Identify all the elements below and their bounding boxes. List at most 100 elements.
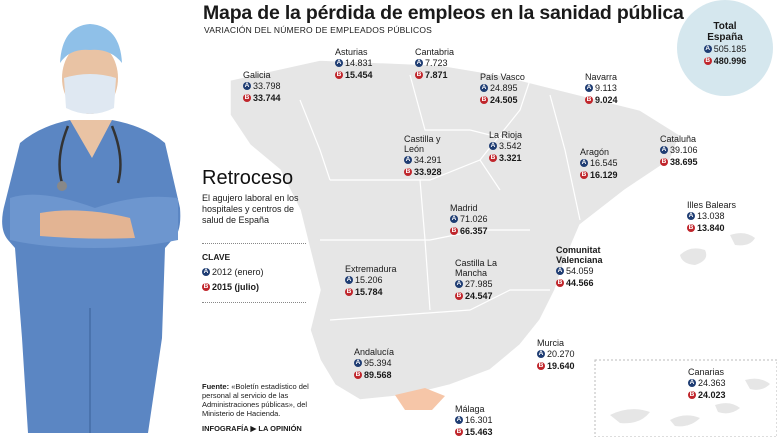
value-2015: 15.454	[345, 70, 373, 80]
badge-b-icon: B	[354, 371, 362, 379]
value-2012: 71.026	[460, 214, 488, 224]
legend-item-a: A 2012 (enero)	[202, 266, 264, 278]
badge-a-icon: A	[585, 84, 593, 92]
region-name: Navarra	[585, 72, 618, 82]
value-2015: 66.357	[460, 226, 488, 236]
badge-a-icon: A	[688, 379, 696, 387]
badge-b-icon: B	[202, 283, 210, 291]
value-2015: 24.547	[465, 291, 493, 301]
value-2015: 7.871	[425, 70, 448, 80]
badge-b-icon: B	[404, 168, 412, 176]
region-navarra: Navarra A 9.113 B 9.024	[585, 72, 618, 106]
value-2012: 15.206	[355, 275, 383, 285]
value-2012: 13.038	[697, 211, 725, 221]
value-2012: 7.723	[425, 58, 448, 68]
total-label-line2: España	[707, 32, 743, 43]
badge-b-icon: B	[585, 96, 593, 104]
total-label-line1: Total	[713, 21, 737, 32]
region-la-rioja: La Rioja A 3.542 B 3.321	[489, 130, 522, 164]
value-2012: 9.113	[595, 83, 617, 93]
value-2015: 15.784	[355, 287, 383, 297]
value-2012: 24.895	[490, 83, 518, 93]
value-2012: 33.798	[253, 81, 281, 91]
value-2012: 39.106	[670, 145, 698, 155]
badge-b-icon: B	[687, 224, 695, 232]
badge-a-icon: A	[345, 276, 353, 284]
badge-a-icon: A	[489, 142, 497, 150]
badge-a-icon: A	[703, 45, 712, 53]
badge-a-icon: A	[455, 416, 463, 424]
badge-a-icon: A	[404, 156, 412, 164]
value-2015: 33.744	[253, 93, 281, 103]
badge-b-icon: B	[556, 279, 564, 287]
badge-a-icon: A	[450, 215, 458, 223]
badge-a-icon: A	[455, 280, 463, 288]
value-2012: 14.831	[345, 58, 373, 68]
region-name: Castilla La Mancha	[455, 258, 498, 278]
badge-b-icon: B	[455, 292, 463, 300]
badge-b-icon: B	[580, 171, 588, 179]
region-asturias: Asturias A 14.831 B 15.454	[335, 47, 373, 81]
region-extremadura: Extremadura A 15.206 B 15.784	[345, 264, 397, 298]
value-2015: 44.566	[566, 278, 594, 288]
credit-name: LA OPINIÓN	[258, 424, 302, 433]
region-name: Aragón	[580, 147, 610, 157]
badge-b-icon: B	[415, 71, 423, 79]
section-heading: Retroceso	[202, 167, 294, 189]
source-note: Fuente: «Boletín estadístico del persona…	[202, 382, 314, 418]
region-name: Asturias	[335, 47, 368, 57]
value-2015: 33.928	[414, 167, 442, 177]
region-andalucia: Andalucía A 95.394 B 89.568	[354, 347, 394, 381]
region-name: Illes Balears	[687, 200, 737, 210]
legend-label-b: 2015 (julio)	[212, 282, 260, 292]
region-malaga: Málaga A 16.301 B 15.463	[455, 404, 493, 438]
badge-b-icon: B	[243, 94, 251, 102]
value-2012: 27.985	[465, 279, 493, 289]
source-text: «Boletín estadístico del personal al ser…	[202, 382, 309, 418]
value-2015: 13.840	[697, 223, 725, 233]
value-2015: 16.129	[590, 170, 618, 180]
region-name: Canarias	[688, 367, 725, 377]
region-name: Extremadura	[345, 264, 397, 274]
badge-a-icon: A	[202, 268, 210, 276]
section-description: El agujero laboral en los hospitales y c…	[202, 193, 299, 225]
region-pais-vasco: País Vasco A 24.895 B 24.505	[480, 72, 525, 106]
region-name: Cantabria	[415, 47, 455, 57]
badge-a-icon: A	[580, 159, 588, 167]
value-2012: 24.363	[698, 378, 726, 388]
region-cantabria: Cantabria A 7.723 B 7.871	[415, 47, 454, 81]
infographic-credit: INFOGRAFÍA ▶ LA OPINIÓN	[202, 424, 302, 433]
region-galicia: Galicia A 33.798 B 33.744	[243, 70, 281, 104]
value-2015: 9.024	[595, 95, 618, 105]
value-2012: 16.301	[465, 415, 493, 425]
region-castilla-leon: Castilla y León A 34.291 B 33.928	[404, 134, 454, 178]
region-name: Madrid	[450, 203, 478, 213]
region-comunitat-valenciana: Comunitat Valenciana A 54.059 B 44.566	[556, 245, 616, 289]
value-2015: 19.640	[547, 361, 575, 371]
value-2015: 89.568	[364, 370, 392, 380]
source-label: Fuente:	[202, 382, 230, 391]
region-madrid: Madrid A 71.026 B 66.357	[450, 203, 488, 237]
badge-a-icon: A	[415, 59, 423, 67]
value-2012: 20.270	[547, 349, 575, 359]
badge-a-icon: A	[335, 59, 343, 67]
value-2012: 34.291	[414, 155, 442, 165]
value-2012: 3.542	[499, 141, 522, 151]
region-name: Murcia	[537, 338, 565, 348]
badge-a-icon: A	[537, 350, 545, 358]
play-arrow-icon: ▶	[250, 424, 257, 433]
region-cataluna: Cataluña A 39.106 B 38.695	[660, 134, 698, 168]
value-2015: 24.505	[490, 95, 518, 105]
badge-a-icon: A	[243, 82, 251, 90]
region-name: Málaga	[455, 404, 485, 414]
badge-a-icon: A	[354, 359, 362, 367]
badge-b-icon: B	[455, 428, 463, 436]
value-2012: 16.545	[590, 158, 618, 168]
credit-label: INFOGRAFÍA	[202, 424, 249, 433]
page-subtitle: VARIACIÓN DEL NÚMERO DE EMPLEADOS PÚBLIC…	[204, 25, 433, 35]
badge-b-icon: B	[489, 154, 497, 162]
badge-b-icon: B	[450, 227, 458, 235]
total-value-a: 505.185	[713, 44, 747, 54]
region-murcia: Murcia A 20.270 B 19.640	[537, 338, 575, 372]
doctor-illustration	[2, 24, 181, 433]
